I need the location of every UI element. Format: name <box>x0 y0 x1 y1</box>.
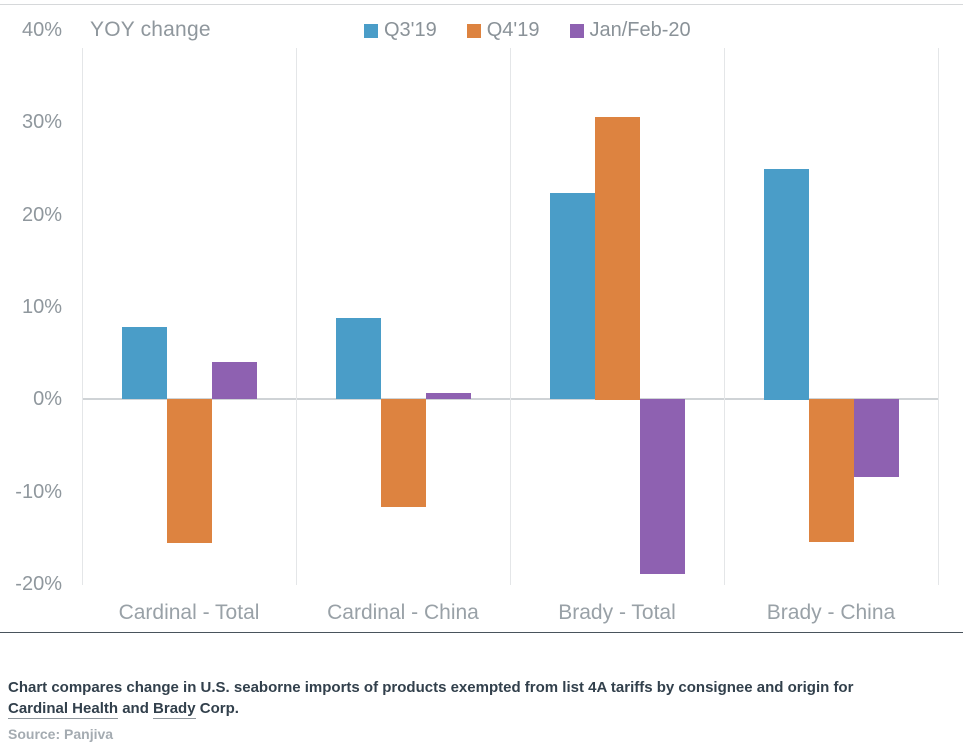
y-axis-tick-label: 10% <box>21 296 62 318</box>
bar-q4-19-cardinal-china <box>381 399 426 507</box>
caption-text: Corp. <box>195 700 239 717</box>
yoy-change-bar-chart: YOY change Q3'19 Q4'19 Jan/Feb-20 40% 30% 20… <box>15 18 939 624</box>
x-axis-category-label: Brady - Total <box>558 601 676 624</box>
bar-q3-19-brady-china <box>764 169 809 400</box>
x-axis-category-label: Brady - China <box>766 601 896 624</box>
source-line: Source: Panjiva <box>8 726 114 742</box>
y-axis-tick-label: -20% <box>15 573 62 595</box>
chart-title: YOY change <box>90 18 211 41</box>
bar-q3-19-cardinal-china <box>336 318 381 399</box>
vertical-gridline <box>296 48 297 585</box>
caption-text: and <box>118 700 154 717</box>
bar-jan-feb-20-brady-total <box>640 399 685 574</box>
vertical-gridline <box>510 48 511 585</box>
chart-caption: Chart compares change in U.S. seaborne i… <box>8 677 938 719</box>
y-axis-tick-label: 0% <box>33 388 62 410</box>
bar-q4-19-brady-china <box>809 399 854 542</box>
legend-item-q4-19: Q4'19 <box>466 19 540 42</box>
vertical-gridline <box>724 48 725 585</box>
legend-swatch-jan-feb-20-icon <box>569 23 584 38</box>
y-axis-tick-label: 30% <box>21 111 62 133</box>
caption-text: Chart compares change in U.S. seaborne i… <box>8 679 854 696</box>
bar-q3-19-brady-total <box>550 193 595 399</box>
caption-divider <box>0 632 963 633</box>
bar-q4-19-brady-total <box>595 117 640 400</box>
chart-legend: Q3'19 Q4'19 Jan/Feb-20 <box>364 19 691 42</box>
legend-label: Jan/Feb-20 <box>589 19 691 41</box>
bar-q3-19-cardinal-total <box>122 327 167 399</box>
y-axis-tick-label: 20% <box>21 204 62 226</box>
x-axis-category-label: Cardinal - China <box>327 601 479 624</box>
legend-label: Q4'19 <box>486 19 540 41</box>
legend-label: Q3'19 <box>384 19 437 41</box>
y-axis-tick-label: -10% <box>15 481 62 503</box>
bar-jan-feb-20-cardinal-total <box>212 362 257 399</box>
brady-link[interactable]: Brady <box>153 700 196 719</box>
top-rule <box>0 4 963 5</box>
legend-item-jan-feb-20: Jan/Feb-20 <box>569 19 691 42</box>
vertical-gridline <box>82 48 83 585</box>
cardinal-health-link[interactable]: Cardinal Health <box>8 700 119 719</box>
x-axis-category-label: Cardinal - Total <box>118 601 260 624</box>
legend-item-q3-19: Q3'19 <box>364 19 437 42</box>
legend-swatch-q3-19-icon <box>364 23 378 38</box>
bar-q4-19-cardinal-total <box>167 399 212 543</box>
legend-swatch-q4-19-icon <box>466 23 481 38</box>
bar-jan-feb-20-cardinal-china <box>426 393 471 399</box>
vertical-gridline <box>938 48 939 585</box>
bar-jan-feb-20-brady-china <box>854 399 899 477</box>
y-axis-tick-label: 40% <box>21 19 62 41</box>
